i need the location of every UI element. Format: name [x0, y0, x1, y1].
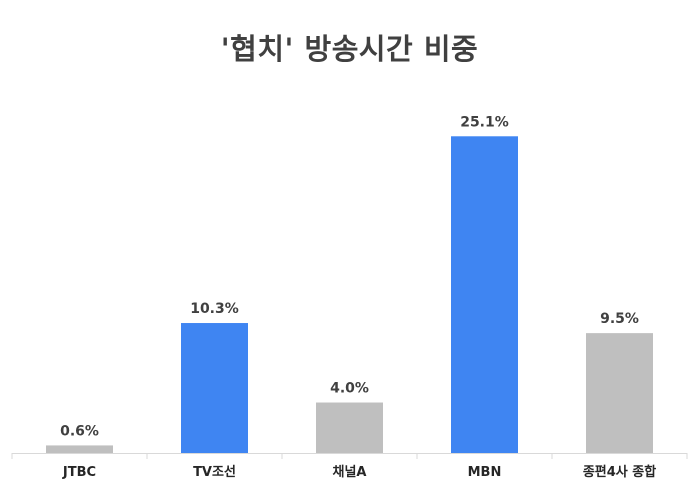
bar-3	[451, 136, 518, 453]
category-label-0: JTBC	[62, 465, 96, 480]
category-label-2: 채널A	[333, 464, 367, 480]
data-label-1: 10.3%	[190, 301, 239, 317]
data-label-0: 0.6%	[60, 423, 99, 439]
bar-2	[316, 402, 383, 453]
data-label-3: 25.1%	[460, 114, 509, 130]
category-label-4: 종편4사 종합	[583, 464, 656, 480]
bar-0	[46, 445, 113, 453]
bar-1	[181, 323, 248, 453]
bar-4	[586, 333, 653, 453]
chart-title: '협치' 방송시간 비중	[220, 32, 479, 66]
category-label-3: MBN	[468, 465, 502, 480]
data-label-4: 9.5%	[600, 311, 639, 327]
category-label-1: TV조선	[193, 464, 236, 480]
data-label-2: 4.0%	[330, 381, 369, 397]
